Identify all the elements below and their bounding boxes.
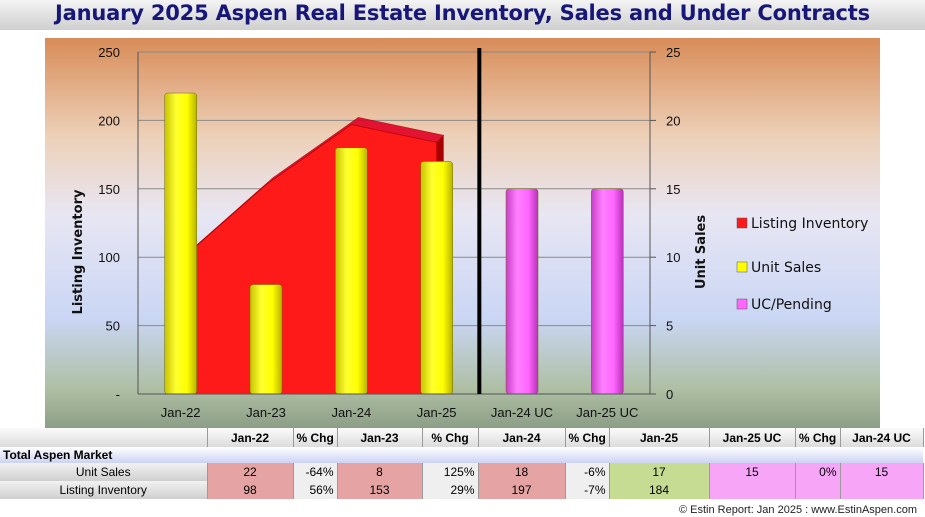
table-cell xyxy=(709,481,796,499)
legend: Listing Inventory Unit Sales UC/Pending xyxy=(736,216,868,313)
table-group-row: Total Aspen Market xyxy=(0,447,923,463)
table-cell: 15 xyxy=(709,463,796,481)
table-header: % Chg xyxy=(565,428,610,447)
x-tick-label: Jan-25 UC xyxy=(576,405,638,420)
x-tick-label: Jan-22 xyxy=(161,405,201,420)
y-tick-label-left: 250 xyxy=(98,45,120,60)
table-header-row: Jan-22 % Chg Jan-23 % Chg Jan-24 % Chg J… xyxy=(0,428,924,447)
legend-swatch xyxy=(736,217,748,229)
table-cell: -6% xyxy=(565,463,610,481)
chart-title: January 2025 Aspen Real Estate Inventory… xyxy=(55,1,870,25)
table-cell: 18 xyxy=(478,463,566,481)
table-header: % Chg xyxy=(422,428,479,447)
table-header xyxy=(0,428,208,447)
table-cell: 22 xyxy=(207,463,294,481)
table-header: % Chg xyxy=(795,428,841,447)
table-cell: -64% xyxy=(293,463,338,481)
table-header: Jan-25 xyxy=(609,428,710,447)
table-cell xyxy=(840,481,924,499)
chart: - 0 50 5 100 10 150 15 200 20 250 25 Jan-22 Jan-23 Jan… xyxy=(45,38,880,428)
legend-label: UC/Pending xyxy=(751,297,832,313)
y-tick-label-right: 5 xyxy=(666,319,673,334)
y-tick-label-right: 25 xyxy=(666,45,680,60)
x-tick-label: Jan-25 xyxy=(417,405,457,420)
bar-layer xyxy=(164,92,624,395)
table-group-label: Total Aspen Market xyxy=(0,447,923,463)
table-header: Jan-22 xyxy=(207,428,294,447)
y-tick-label-right: 0 xyxy=(666,387,673,402)
legend-swatch xyxy=(736,298,748,310)
y-axis-right-label: Unit Sales xyxy=(694,215,709,289)
unit-sales-bar xyxy=(164,92,197,395)
table-cell: 0% xyxy=(795,463,841,481)
table-cell xyxy=(795,481,841,499)
title-bar: January 2025 Aspen Real Estate Inventory… xyxy=(0,0,925,30)
inventory-area-top xyxy=(180,117,445,261)
y-tick-label-left: 200 xyxy=(98,113,120,128)
table-header: % Chg xyxy=(293,428,338,447)
y-tick-label-left: 150 xyxy=(98,182,120,197)
table-cell: 8 xyxy=(337,463,423,481)
table-cell: 17 xyxy=(609,463,710,481)
unit-sales-bar xyxy=(420,161,453,395)
table-header: Jan-25 UC xyxy=(709,428,796,447)
unit-sales-bar xyxy=(335,147,368,395)
table-header: Jan-24 xyxy=(478,428,566,447)
legend-swatch xyxy=(736,261,748,273)
y-tick-label-left: 100 xyxy=(98,250,120,265)
table-cell: 29% xyxy=(422,481,479,499)
legend-label: Unit Sales xyxy=(751,260,821,276)
y-tick-label-right: 15 xyxy=(666,182,680,197)
row-label: Listing Inventory xyxy=(0,481,208,499)
table-cell: 15 xyxy=(840,463,924,481)
y-tick-label-right: 10 xyxy=(666,250,680,265)
footer-credit: © Estin Report: Jan 2025 : www.EstinAspe… xyxy=(679,504,917,516)
x-tick-label: Jan-23 xyxy=(246,405,286,420)
y-tick-label-left: 50 xyxy=(106,319,120,334)
table-cell: 184 xyxy=(609,481,710,499)
row-label: Unit Sales xyxy=(0,463,208,481)
y-tick-label-right: 20 xyxy=(666,113,680,128)
uc-pending-bar xyxy=(505,188,539,395)
table-row: Listing Inventory 98 56% 153 29% 197 -7%… xyxy=(0,481,924,499)
axes: - 0 50 5 100 10 150 15 200 20 250 25 Jan-22 Jan-23 Jan… xyxy=(98,45,680,420)
table-header: Jan-23 xyxy=(337,428,423,447)
table-cell: 153 xyxy=(337,481,423,499)
table-row: Unit Sales 22 -64% 8 125% 18 -6% 17 15 0… xyxy=(0,463,924,481)
data-table: Jan-22 % Chg Jan-23 % Chg Jan-24 % Chg J… xyxy=(0,428,925,499)
table-cell: 56% xyxy=(293,481,338,499)
table-cell: -7% xyxy=(565,481,610,499)
table-cell: 98 xyxy=(207,481,294,499)
table-header: Jan-24 UC xyxy=(840,428,924,447)
y-axis-left-label: Listing Inventory xyxy=(71,189,86,314)
legend-label: Listing Inventory xyxy=(751,216,868,232)
x-tick-label: Jan-24 UC xyxy=(491,405,553,420)
x-tick-label: Jan-24 xyxy=(331,405,371,420)
y-tick-label-left: - xyxy=(116,387,120,402)
table-cell: 125% xyxy=(422,463,479,481)
uc-pending-bar xyxy=(591,188,624,395)
table-cell: 197 xyxy=(478,481,566,499)
unit-sales-bar xyxy=(249,284,283,395)
